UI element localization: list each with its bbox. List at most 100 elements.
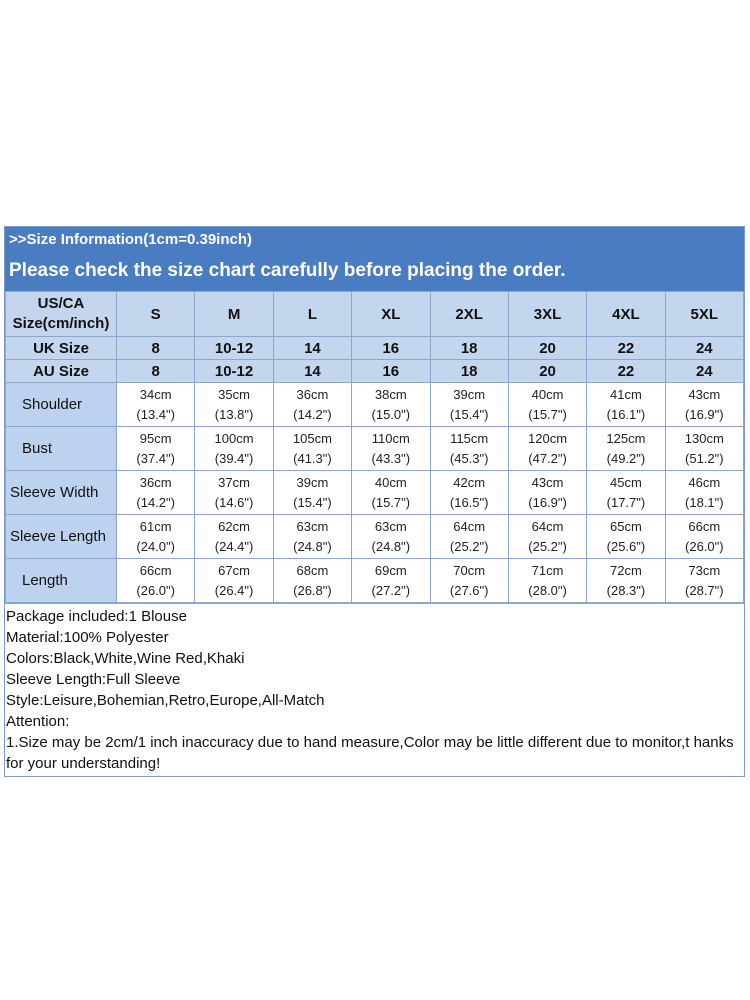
note-line: Colors:Black,White,Wine Red,Khaki — [6, 650, 245, 667]
measurement-cell: 125cm (49.2") — [586, 426, 666, 471]
cm-value: 43cm — [688, 386, 721, 402]
inch-value: (49.2") — [606, 450, 646, 466]
inch-value: (24.4") — [214, 538, 254, 554]
cm-value: 63cm — [296, 518, 329, 534]
measurement-cell: 43cm (16.9") — [664, 382, 745, 427]
corner-line2: Size(cm/inch) — [12, 315, 110, 332]
note-line: Attention: — [6, 713, 70, 730]
inch-value: (13.8") — [214, 406, 254, 422]
inch-value: (51.2") — [685, 450, 724, 466]
size-header: 4XL — [586, 291, 666, 337]
inch-value: (28.3") — [606, 582, 646, 598]
inch-value: (37.4") — [136, 450, 175, 466]
cm-value: 68cm — [296, 562, 329, 578]
measurement-cell: 95cm (37.4") — [115, 426, 196, 471]
size-header: S — [115, 291, 196, 337]
inch-value: (26.8") — [293, 582, 332, 598]
cm-value: 71cm — [531, 562, 564, 578]
inch-value: (27.2") — [371, 582, 411, 598]
measurement-cell: 64cm (25.2") — [429, 514, 509, 559]
measurement-cell: 68cm (26.8") — [272, 558, 353, 603]
measurement-cell: 71cm (28.0") — [507, 558, 588, 603]
measurement-row: Length 66cm (26.0") 67cm (26.4") 68cm (26.8") 6… — [5, 558, 745, 603]
inch-value: (45.3") — [449, 450, 489, 466]
measurement-label: Bust — [5, 426, 117, 471]
measurement-cell: 61cm (24.0") — [115, 514, 196, 559]
inch-value: (16.1") — [606, 406, 646, 422]
note-line: Material:100% Polyester — [6, 629, 169, 646]
au-size-row: AU Size 8 10-12 14 16 18 20 22 24 — [5, 359, 745, 383]
inch-value: (27.6") — [449, 582, 489, 598]
cm-value: 62cm — [218, 518, 250, 534]
uk-size-value: 24 — [664, 336, 745, 360]
measurement-cell: 72cm (28.3") — [586, 558, 666, 603]
measurement-label: Shoulder — [5, 382, 117, 427]
cm-value: 36cm — [296, 386, 329, 402]
cm-value: 73cm — [688, 562, 721, 578]
cm-value: 67cm — [218, 562, 250, 578]
measurement-cell: 105cm (41.3") — [272, 426, 353, 471]
measurement-cell: 39cm (15.4") — [272, 470, 353, 515]
uk-size-value: 14 — [272, 336, 353, 360]
size-header: M — [194, 291, 274, 337]
cm-value: 36cm — [139, 474, 172, 490]
measurement-cell: 39cm (15.4") — [429, 382, 509, 427]
cm-value: 39cm — [296, 474, 329, 490]
measurement-cell: 45cm (17.7") — [586, 470, 666, 515]
note-line: Package included:1 Blouse — [6, 608, 187, 625]
measurement-cell: 66cm (26.0") — [664, 514, 745, 559]
inch-value: (47.2") — [528, 450, 567, 466]
measurement-label: Length — [5, 558, 117, 603]
inch-value: (26.0") — [136, 582, 175, 598]
measurement-label: Sleeve Length — [5, 514, 117, 559]
measurement-cell: 35cm (13.8") — [194, 382, 274, 427]
measurement-cell: 38cm (15.0") — [351, 382, 431, 427]
inch-value: (24.8") — [371, 538, 411, 554]
au-size-label: AU Size — [5, 359, 117, 383]
cm-value: 37cm — [218, 474, 250, 490]
cm-value: 42cm — [453, 474, 486, 490]
inch-value: (18.1") — [685, 494, 724, 510]
measurement-cell: 40cm (15.7") — [351, 470, 431, 515]
inch-value: (17.7") — [606, 494, 646, 510]
measurement-cell: 63cm (24.8") — [351, 514, 431, 559]
inch-value: (24.8") — [293, 538, 332, 554]
cm-value: 115cm — [450, 430, 489, 446]
size-header: 3XL — [507, 291, 588, 337]
measurement-row: Shoulder 34cm (13.4") 35cm (13.8") 36cm (14.2"… — [5, 382, 745, 427]
measurement-row: Sleeve Width 36cm (14.2") 37cm (14.6") 39cm (1… — [5, 470, 745, 515]
cm-value: 66cm — [688, 518, 721, 534]
measurement-cell: 34cm (13.4") — [115, 382, 196, 427]
measurement-cell: 130cm (51.2") — [664, 426, 745, 471]
size-header: 2XL — [429, 291, 509, 337]
cm-value: 66cm — [139, 562, 172, 578]
cm-value: 39cm — [453, 386, 486, 402]
measurement-row: Bust 95cm (37.4") 100cm (39.4") 105cm (41.3") 1… — [5, 426, 745, 471]
au-size-value: 22 — [586, 359, 666, 383]
measurement-cell: 63cm (24.8") — [272, 514, 353, 559]
measurement-cell: 120cm (47.2") — [507, 426, 588, 471]
measurement-cell: 110cm (43.3") — [351, 426, 431, 471]
cm-value: 34cm — [139, 386, 172, 402]
inch-value: (25.6") — [606, 538, 646, 554]
note-line: Style:Leisure,Bohemian,Retro,Europe,All-… — [6, 692, 325, 709]
inch-value: (15.7") — [528, 406, 567, 422]
au-size-value: 18 — [429, 359, 509, 383]
cm-value: 72cm — [610, 562, 642, 578]
measurement-cell: 69cm (27.2") — [351, 558, 431, 603]
measurement-cell: 42cm (16.5") — [429, 470, 509, 515]
inch-value: (14.6") — [214, 494, 254, 510]
measurement-cell: 46cm (18.1") — [664, 470, 745, 515]
cm-value: 38cm — [374, 386, 407, 402]
uk-size-value: 18 — [429, 336, 509, 360]
au-size-value: 16 — [351, 359, 431, 383]
measurement-cell: 40cm (15.7") — [507, 382, 588, 427]
au-size-value: 24 — [664, 359, 745, 383]
cm-value: 110cm — [371, 430, 410, 446]
inch-value: (39.4") — [214, 450, 254, 466]
inch-value: (14.2") — [136, 494, 175, 510]
uk-size-label: UK Size — [5, 336, 117, 360]
measurement-cell: 36cm (14.2") — [115, 470, 196, 515]
au-size-value: 20 — [507, 359, 588, 383]
uk-size-value: 8 — [115, 336, 196, 360]
